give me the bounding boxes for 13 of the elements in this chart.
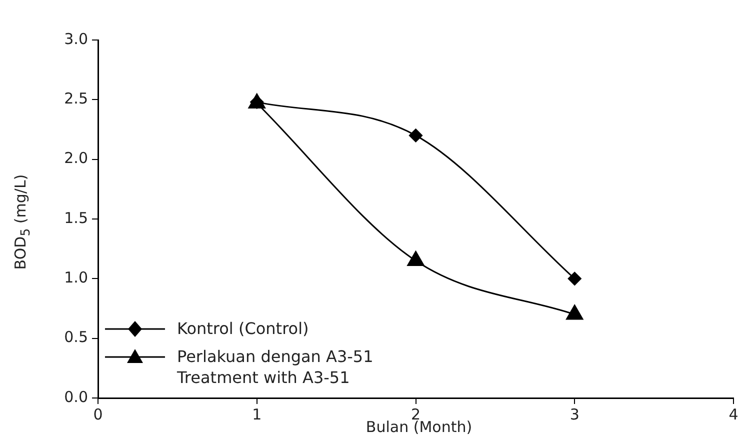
- y-tick-label: 2.5: [64, 90, 88, 108]
- y-tick-label: 2.0: [64, 149, 88, 168]
- legend-label: Perlakuan dengan A3-51 Treatment with A3-51: [177, 346, 374, 388]
- x-tick-label: 4: [728, 405, 738, 424]
- y-tick-label: 1.0: [64, 268, 88, 287]
- y-tick-label: 1.5: [64, 208, 88, 227]
- y-tick-label: 3.0: [64, 30, 88, 48]
- y-tick-label: 0.5: [64, 328, 88, 346]
- y-tick-label: 0.0: [64, 388, 88, 406]
- x-tick-label: 3: [570, 405, 580, 424]
- x-tick-label: 1: [252, 405, 262, 424]
- legend-label: Kontrol (Control): [177, 318, 309, 339]
- x-tick-label: 0: [93, 405, 103, 424]
